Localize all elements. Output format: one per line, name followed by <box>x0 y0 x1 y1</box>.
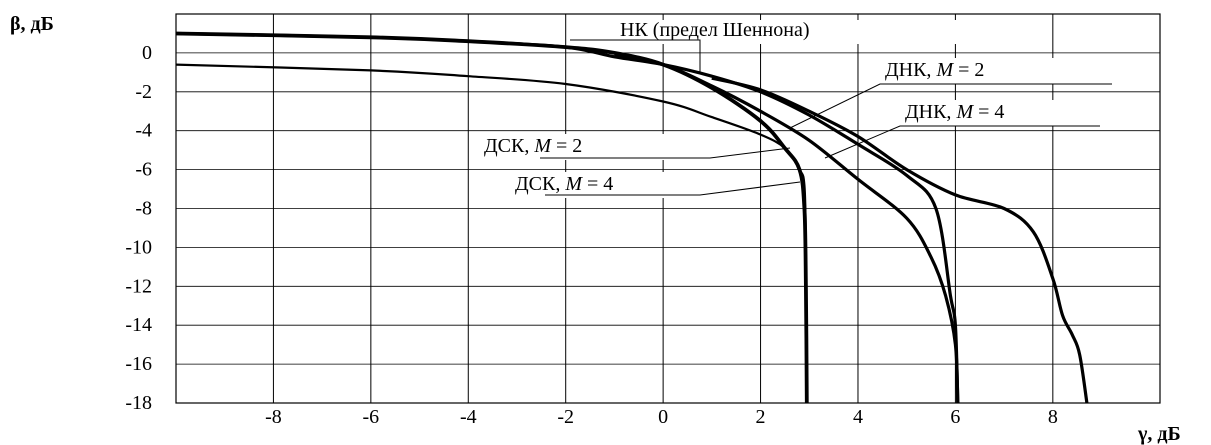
curves <box>175 31 1089 404</box>
series-line-2 <box>175 31 960 404</box>
annotation-bg <box>475 134 707 160</box>
annotation-prefix: ДСК, <box>484 135 534 157</box>
y-tick-label: -2 <box>135 81 152 103</box>
annotation-var: M <box>533 135 552 157</box>
annotation-prefix: ДНК, <box>885 59 936 81</box>
series-line-4 <box>175 31 809 404</box>
x-tick-label: 6 <box>950 406 960 428</box>
annotation-3: ДНК, M = 4 <box>824 100 1115 159</box>
tick-labels: -8 -6 -4 -2 0 2 4 6 8 0 -2 -4 -6 -8 -10 -12 -14 -16 -18 <box>125 42 1058 428</box>
annotation-var: M <box>564 173 583 195</box>
y-tick-label: -10 <box>125 236 152 258</box>
annotation-5: ДСК, M = 4 <box>510 172 801 198</box>
y-tick-label: -4 <box>135 120 152 142</box>
series-line-5 <box>175 63 808 404</box>
x-tick-label: -2 <box>557 406 574 428</box>
y-tick-label: -12 <box>125 275 152 297</box>
y-tick-label: -16 <box>125 353 152 375</box>
x-tick-label: 0 <box>658 406 668 428</box>
x-tick-label: 2 <box>756 406 766 428</box>
y-tick-label: -14 <box>125 314 152 336</box>
annotation-label: ДНК, M = 4 <box>905 101 1004 123</box>
annotation-label: НК (предел Шеннона) <box>620 19 810 41</box>
y-axis-label: β, дБ <box>10 13 54 35</box>
annotation-bg <box>880 58 1112 84</box>
y-tick-label: 0 <box>142 42 152 64</box>
annotation-leader <box>545 181 801 196</box>
annotation-2: ДНК, M = 2 <box>789 58 1112 129</box>
x-tick-label: -6 <box>363 406 380 428</box>
annotation-1: НК (предел Шеннона) <box>570 19 1005 72</box>
annotation-prefix: НК (предел Шеннона) <box>620 19 810 41</box>
y-tick-label: -6 <box>135 159 152 181</box>
y-tick-label: -8 <box>135 198 152 220</box>
annotation-label: ДСК, M = 4 <box>515 173 613 195</box>
annotation-var: M <box>935 59 954 81</box>
series-line-1 <box>711 76 1089 404</box>
annotation-suffix: = 4 <box>582 173 613 195</box>
annotation-var: M <box>955 101 974 123</box>
annotation-prefix: ДНК, <box>905 101 956 123</box>
annotation-label: ДНК, M = 2 <box>885 59 984 81</box>
annotation-suffix: = 4 <box>973 101 1004 123</box>
y-tick-label: -18 <box>125 392 152 414</box>
annotation-label: ДСК, M = 2 <box>484 135 582 157</box>
annotation-suffix: = 2 <box>953 59 984 81</box>
annotation-leader <box>824 125 1100 159</box>
x-tick-label: -4 <box>460 406 477 428</box>
x-tick-label: 4 <box>853 406 863 428</box>
annotation-suffix: = 2 <box>551 135 582 157</box>
x-axis-label: γ, дБ <box>1137 423 1181 445</box>
x-tick-label: 8 <box>1048 406 1058 428</box>
annotation-leader <box>570 39 701 72</box>
grid-lines <box>175 13 1161 404</box>
annotation-leader <box>540 147 791 159</box>
annotation-leader <box>789 83 1112 129</box>
x-tick-label: -8 <box>265 406 282 428</box>
annotation-bg <box>900 100 1115 126</box>
annotation-4: ДСК, M = 2 <box>475 134 791 160</box>
annotation-prefix: ДСК, <box>515 173 565 195</box>
